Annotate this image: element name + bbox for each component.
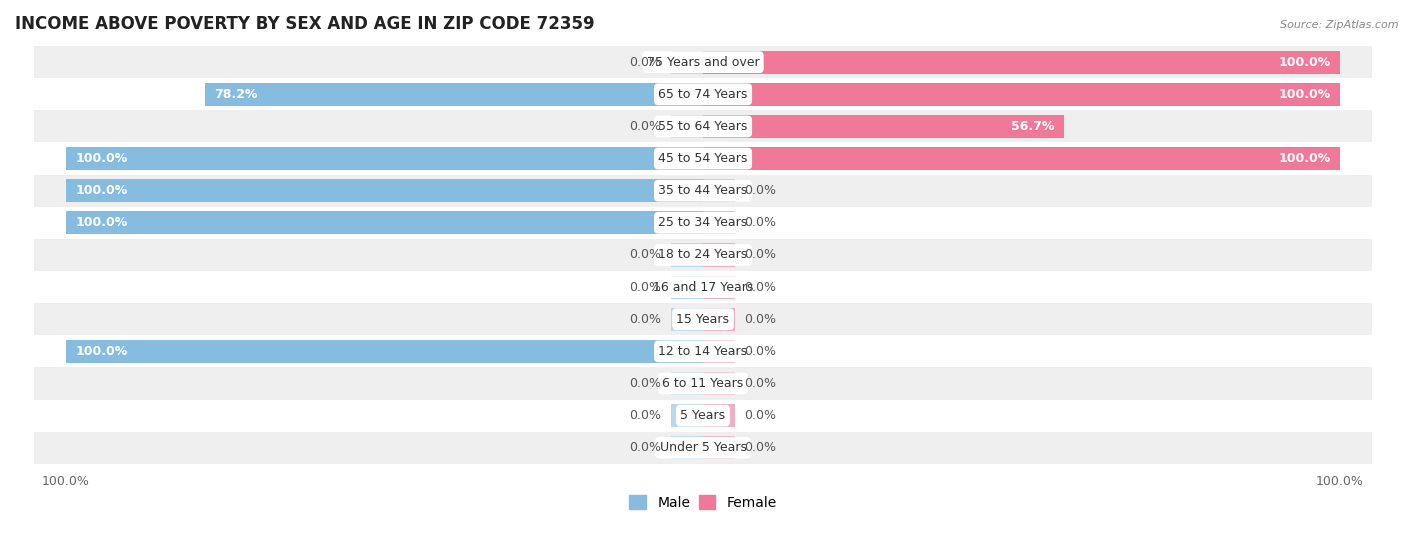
Text: 0.0%: 0.0% [630,248,662,262]
Bar [671,115,703,138]
Bar [703,307,735,331]
Text: 100.0%: 100.0% [1278,88,1330,101]
Bar [34,110,1372,143]
Bar [703,372,735,395]
Text: 0.0%: 0.0% [744,409,776,422]
Bar [34,335,1372,367]
Bar [34,78,1372,110]
Text: 5 Years: 5 Years [681,409,725,422]
Text: 0.0%: 0.0% [744,216,776,229]
Text: 56.7%: 56.7% [1011,120,1054,133]
Text: 0.0%: 0.0% [630,120,662,133]
Text: 0.0%: 0.0% [744,345,776,358]
Text: 100.0%: 100.0% [1278,56,1330,69]
Bar [703,83,1340,106]
Bar [34,367,1372,400]
Text: 16 and 17 Years: 16 and 17 Years [652,281,754,293]
Text: 0.0%: 0.0% [744,312,776,326]
Text: 0.0%: 0.0% [630,312,662,326]
Text: 35 to 44 Years: 35 to 44 Years [658,184,748,197]
Text: 0.0%: 0.0% [744,184,776,197]
Bar [703,115,1064,138]
Text: 78.2%: 78.2% [214,88,257,101]
Bar [671,307,703,331]
Bar [671,372,703,395]
Text: 0.0%: 0.0% [744,377,776,390]
Text: 55 to 64 Years: 55 to 64 Years [658,120,748,133]
Text: 75 Years and over: 75 Years and over [647,56,759,69]
Text: 45 to 54 Years: 45 to 54 Years [658,152,748,165]
Text: INCOME ABOVE POVERTY BY SEX AND AGE IN ZIP CODE 72359: INCOME ABOVE POVERTY BY SEX AND AGE IN Z… [15,15,595,33]
Bar [703,179,735,202]
Bar [66,340,703,363]
Text: Source: ZipAtlas.com: Source: ZipAtlas.com [1281,20,1399,30]
Bar [34,400,1372,432]
Text: 0.0%: 0.0% [744,441,776,454]
Text: 100.0%: 100.0% [76,345,128,358]
Bar [671,51,703,74]
Text: 65 to 74 Years: 65 to 74 Years [658,88,748,101]
Bar [671,436,703,459]
Text: 0.0%: 0.0% [630,281,662,293]
Bar [671,404,703,427]
Bar [34,46,1372,78]
Legend: Male, Female: Male, Female [624,490,782,515]
Bar [703,51,1340,74]
Bar [34,303,1372,335]
Text: 18 to 24 Years: 18 to 24 Years [658,248,748,262]
Text: 0.0%: 0.0% [630,441,662,454]
Bar [66,211,703,234]
Bar [703,147,1340,170]
Text: 100.0%: 100.0% [76,216,128,229]
Bar [34,271,1372,303]
Bar [703,276,735,299]
Text: Under 5 Years: Under 5 Years [659,441,747,454]
Bar [34,432,1372,464]
Text: 0.0%: 0.0% [744,281,776,293]
Bar [703,404,735,427]
Text: 12 to 14 Years: 12 to 14 Years [658,345,748,358]
Text: 15 Years: 15 Years [676,312,730,326]
Text: 0.0%: 0.0% [630,409,662,422]
Text: 25 to 34 Years: 25 to 34 Years [658,216,748,229]
Text: 0.0%: 0.0% [630,56,662,69]
Bar [671,243,703,267]
Text: 6 to 11 Years: 6 to 11 Years [662,377,744,390]
Bar [34,174,1372,207]
Bar [703,211,735,234]
Bar [34,207,1372,239]
Text: 100.0%: 100.0% [1278,152,1330,165]
Bar [703,340,735,363]
Text: 0.0%: 0.0% [630,377,662,390]
Bar [66,179,703,202]
Bar [703,243,735,267]
Bar [34,143,1372,174]
Text: 100.0%: 100.0% [76,152,128,165]
Bar [205,83,703,106]
Bar [703,436,735,459]
Bar [66,147,703,170]
Bar [671,276,703,299]
Text: 100.0%: 100.0% [76,184,128,197]
Bar [34,239,1372,271]
Text: 0.0%: 0.0% [744,248,776,262]
